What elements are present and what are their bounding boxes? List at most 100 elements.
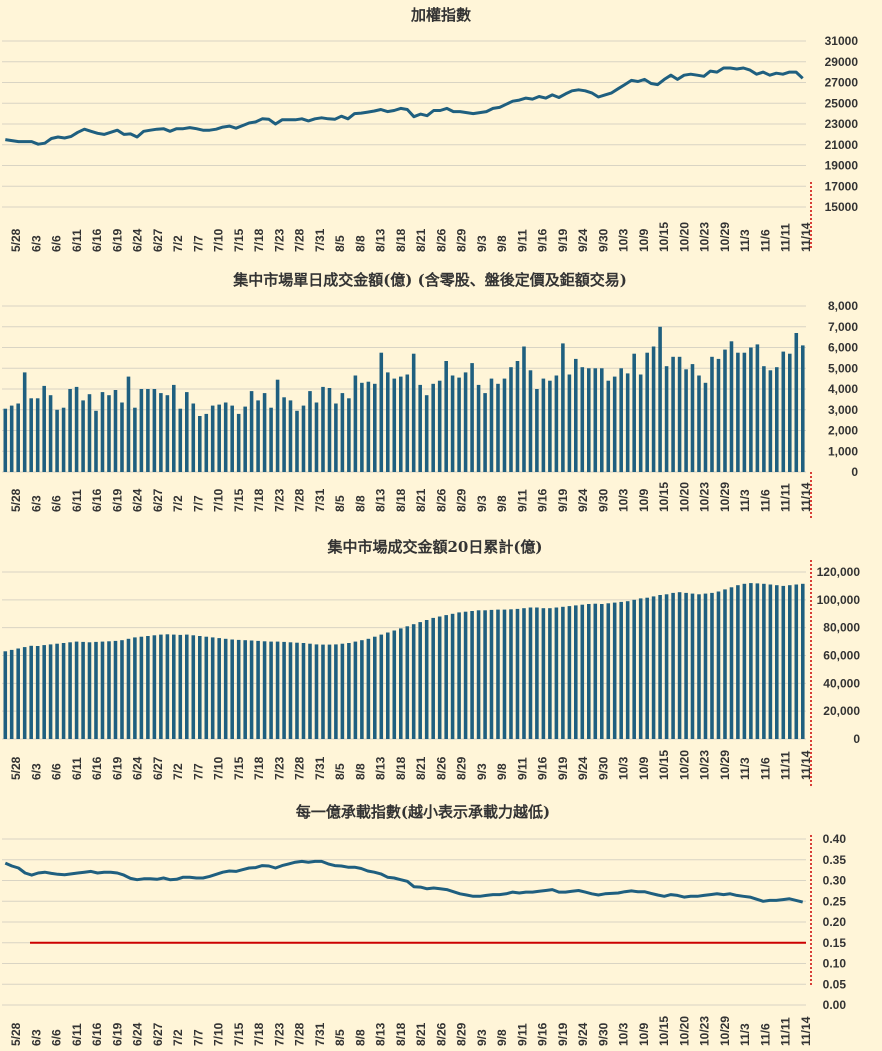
x-tick-label: 9/8 [495, 495, 509, 512]
bar [126, 638, 131, 739]
y-tick-label: 0.25 [823, 894, 847, 908]
y-tick-label: 0.15 [823, 936, 847, 950]
bar [775, 367, 779, 472]
y-tick-label: 6,000 [828, 341, 858, 355]
x-tick-label: 9/3 [475, 235, 489, 252]
bar [463, 611, 468, 739]
bar [561, 343, 565, 472]
x-tick-label: 6/27 [151, 756, 165, 780]
bar [9, 405, 14, 472]
x-tick-label: 6/27 [151, 1022, 165, 1046]
bar [366, 638, 371, 739]
index-series-line [5, 66, 804, 146]
bar [392, 378, 397, 472]
y-tick-label: 31000 [825, 34, 859, 48]
bar [509, 609, 513, 739]
bar [762, 366, 766, 472]
x-tick-label: 7/28 [293, 756, 307, 780]
bar [295, 642, 299, 739]
x-tick-label: 9/30 [596, 1022, 610, 1046]
bar [476, 384, 481, 472]
bar [574, 605, 578, 739]
bar [321, 644, 325, 739]
x-tick-label: 8/18 [394, 756, 408, 780]
bar [690, 364, 695, 472]
x-tick-label: 7/2 [171, 235, 185, 252]
bar [9, 649, 14, 739]
x-tick-label: 10/29 [718, 222, 732, 252]
bar [29, 645, 33, 739]
x-tick-label: 9/11 [515, 1023, 529, 1046]
x-tick-label: 9/16 [536, 1022, 550, 1046]
x-tick-label: 5/28 [9, 1022, 23, 1046]
bar [496, 609, 500, 739]
x-tick-label: 8/26 [434, 1022, 448, 1046]
x-tick-label: 7/31 [313, 228, 327, 252]
x-tick-label: 10/9 [637, 1022, 651, 1046]
bar [314, 644, 319, 739]
y-tick-label: 0 [851, 465, 858, 479]
bar [437, 616, 442, 739]
x-tick-label: 9/8 [495, 1029, 509, 1046]
bar [483, 393, 487, 472]
capacity-x-axis: 5/28 6/3 6/6 6/11 6/16 6/19 6/24 6/27 7/2 7/7 7/10… [9, 1016, 813, 1046]
bar [3, 408, 8, 472]
x-tick-label: 7/7 [191, 1029, 205, 1046]
x-tick-label: 8/18 [394, 1022, 408, 1046]
y-tick-label: 3,000 [828, 403, 858, 417]
bar [3, 651, 8, 739]
bar [437, 380, 442, 472]
turnover-chart: 集中市場單日成交金額(億) (含零股、盤後定價及鉅額交易) 8,000 7,000… [2, 271, 858, 520]
x-tick-label: 6/19 [110, 1022, 124, 1046]
x-tick-label: 11/14 [799, 482, 813, 512]
bar [204, 413, 209, 472]
x-tick-label: 9/24 [576, 228, 590, 252]
x-tick-label: 8/21 [414, 488, 428, 512]
bar [159, 393, 163, 472]
bar [379, 352, 384, 472]
x-tick-label: 10/9 [637, 488, 651, 512]
bar [619, 368, 623, 473]
bar [522, 346, 526, 472]
bar [651, 346, 656, 472]
bar [463, 372, 468, 472]
x-tick-label: 6/24 [131, 488, 145, 512]
bar [16, 403, 20, 472]
bar [801, 583, 805, 739]
bar [515, 608, 520, 739]
bar [716, 358, 721, 472]
bar [94, 410, 98, 472]
turnover20-chart: 集中市場成交金額20日累計(億) 120,000 100,000 80,000 60,… [2, 538, 860, 786]
bar [22, 372, 27, 472]
x-tick-label: 10/3 [617, 228, 631, 252]
bar [723, 589, 727, 739]
x-tick-label: 6/11 [70, 229, 84, 252]
bar [288, 400, 293, 472]
bar [275, 379, 280, 472]
bar [742, 583, 747, 739]
x-tick-label: 11/3 [738, 1023, 752, 1046]
bar [424, 620, 429, 739]
bar [677, 592, 682, 739]
bar [431, 617, 435, 739]
bar [113, 640, 118, 739]
x-tick-label: 6/6 [50, 495, 64, 512]
capacity-series-line [4, 859, 804, 904]
x-tick-label: 10/29 [718, 482, 732, 512]
bar [606, 603, 611, 739]
bar [418, 622, 422, 739]
bar [55, 643, 59, 739]
bar [353, 641, 358, 739]
bar [775, 585, 779, 739]
bar [74, 386, 79, 472]
x-tick-label: 7/7 [191, 235, 205, 252]
x-tick-label: 11/14 [799, 1016, 813, 1046]
bar [606, 380, 611, 472]
bar [327, 388, 332, 472]
bar [314, 402, 319, 472]
x-tick-label: 7/28 [293, 228, 307, 252]
x-tick-label: 7/15 [232, 228, 246, 252]
bar [794, 584, 799, 739]
bar [755, 344, 760, 472]
bar [191, 635, 196, 739]
